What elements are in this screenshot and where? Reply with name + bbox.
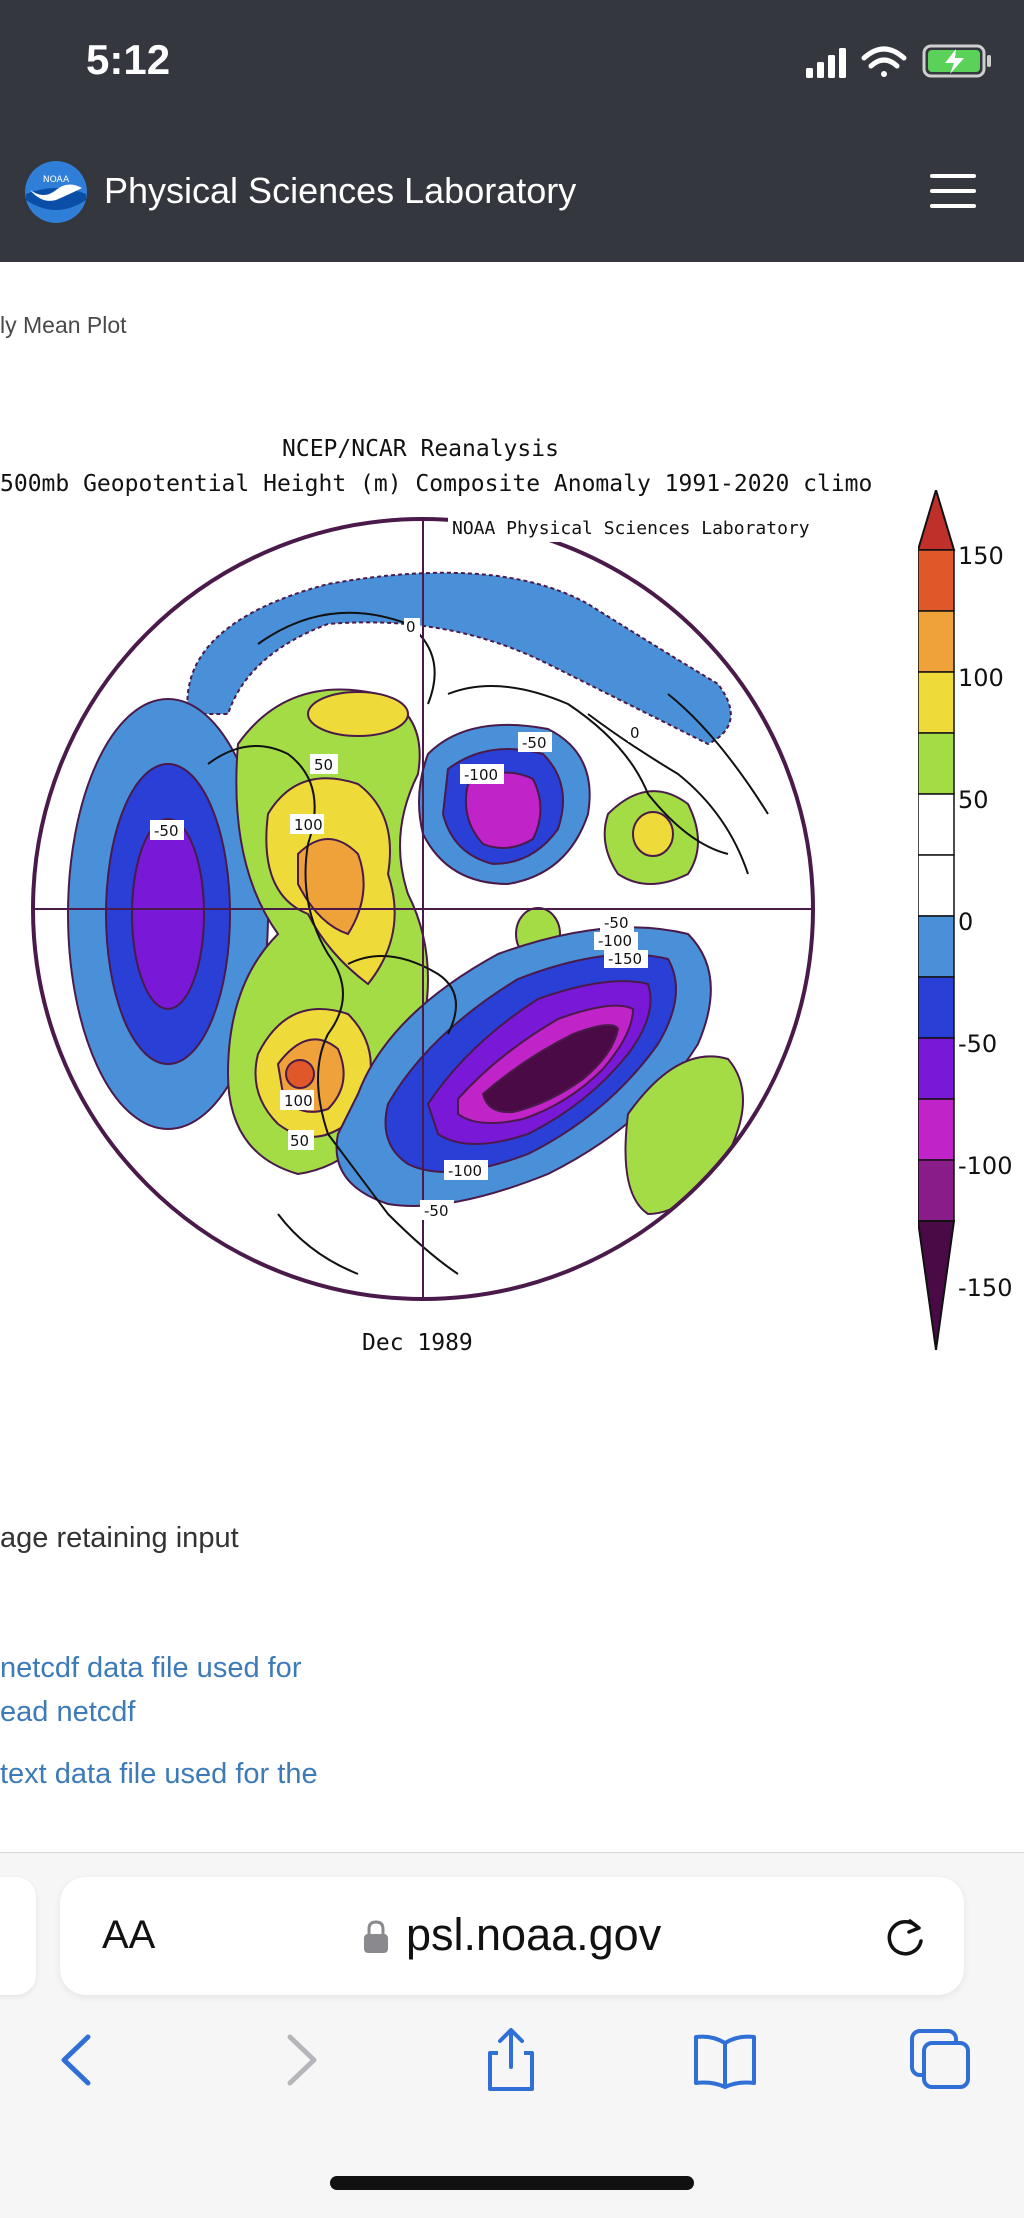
plot-credit: NOAA Physical Sciences Laboratory <box>452 518 810 539</box>
forward-arrow-icon[interactable] <box>264 2025 334 2095</box>
back-arrow-icon[interactable] <box>44 2025 114 2095</box>
contour-label: 0 <box>404 618 420 636</box>
svg-text:-100: -100 <box>448 1162 482 1180</box>
hamburger-menu-button[interactable] <box>930 174 976 208</box>
netcdf-link-cont[interactable]: ead netcdf <box>0 1696 136 1728</box>
svg-text:-50: -50 <box>154 822 179 840</box>
colorbar-tick: -150 <box>958 1274 1012 1302</box>
reader-options-button[interactable]: AA <box>102 1913 156 1957</box>
contour-label: 50 <box>310 754 338 774</box>
anomaly-map: NOAA Physical Sciences Laboratory -50 50… <box>31 514 815 1301</box>
colorbar-tick: 50 <box>958 786 989 814</box>
previous-tab-card[interactable] <box>0 1877 36 1995</box>
breadcrumb: ly Mean Plot <box>0 312 127 338</box>
wifi-icon <box>861 46 907 77</box>
colorbar-tick: 150 <box>958 542 1004 570</box>
svg-text:0: 0 <box>406 618 416 636</box>
site-header: NOAA Physical Sciences Laboratory <box>0 120 1024 262</box>
contour-label: -50 <box>600 914 634 932</box>
contour-label: -50 <box>150 820 184 840</box>
info-text: age retaining input <box>0 1522 239 1554</box>
tabs-icon[interactable] <box>906 2025 976 2095</box>
svg-text:-50: -50 <box>424 1202 449 1220</box>
menu-line <box>930 189 976 193</box>
reload-icon[interactable] <box>880 1911 930 1961</box>
colorbar: 150 100 50 0 -50 -100 -150 <box>918 490 1012 1350</box>
menu-line <box>930 174 976 178</box>
svg-text:-100: -100 <box>598 932 632 950</box>
graticule <box>33 519 813 1299</box>
colorbar-bottom-arrow <box>918 1220 956 1350</box>
contour-label: 0 <box>628 724 644 742</box>
svg-text:NOAA: NOAA <box>43 175 70 185</box>
svg-text:-50: -50 <box>604 914 629 932</box>
contour-label: 100 <box>290 814 324 834</box>
continent-outlines <box>207 611 769 1275</box>
svg-text:-50: -50 <box>522 734 547 752</box>
svg-text:-100: -100 <box>464 766 498 784</box>
bookmarks-icon[interactable] <box>690 2025 760 2095</box>
contour-label: -100 <box>460 764 504 784</box>
url-text[interactable]: psl.noaa.gov <box>406 1909 662 1960</box>
anomaly-region <box>67 698 269 1130</box>
colorbar-top-arrow <box>918 490 956 551</box>
status-bar: 5:12 <box>0 0 1024 120</box>
noaa-logo-icon[interactable]: NOAA <box>24 160 88 224</box>
contour-label: -50 <box>420 1200 454 1220</box>
menu-line <box>930 204 976 208</box>
contour-label: -150 <box>604 950 648 968</box>
browser-toolbar: AA psl.noaa.gov <box>0 1852 1024 2218</box>
svg-text:-150: -150 <box>608 950 642 968</box>
svg-text:50: 50 <box>314 756 333 774</box>
plot-subtitle: 500mb Geopotential Height (m) Composite … <box>0 471 873 497</box>
svg-text:50: 50 <box>290 1132 309 1150</box>
share-icon[interactable] <box>476 2025 546 2095</box>
anomaly-region <box>603 790 699 885</box>
status-icons <box>806 44 991 78</box>
plot-title: NCEP/NCAR Reanalysis <box>282 436 559 462</box>
colorbar-tick: -100 <box>958 1152 1012 1180</box>
anomaly-region <box>335 926 712 1207</box>
clock: 5:12 <box>86 36 171 83</box>
svg-text:100: 100 <box>294 816 323 834</box>
colorbar-tick: -50 <box>958 1030 997 1058</box>
site-title[interactable]: Physical Sciences Laboratory <box>104 170 577 211</box>
contour-labels: -50 50 100 -100 -50 -50 -100 -150 0 0 -1… <box>150 618 648 1220</box>
lock-icon <box>364 1920 388 1953</box>
home-indicator[interactable] <box>330 2176 694 2190</box>
contour-label: -50 <box>518 732 552 752</box>
contour-label: -100 <box>594 932 638 950</box>
colorbar-tick: 100 <box>958 664 1004 692</box>
contour-label: 50 <box>288 1130 314 1150</box>
signal-icon <box>806 48 846 78</box>
address-bar[interactable]: AA psl.noaa.gov <box>60 1877 964 1995</box>
netcdf-link[interactable]: netcdf data file used for <box>0 1652 302 1684</box>
battery-charging-icon <box>922 44 991 78</box>
colorbar-tick: 0 <box>958 908 973 936</box>
contour-label: -100 <box>444 1160 488 1180</box>
svg-text:100: 100 <box>284 1092 313 1110</box>
plot-date-label: Dec 1989 <box>362 1330 473 1356</box>
svg-text:0: 0 <box>630 724 640 742</box>
text-data-link[interactable]: text data file used for the <box>0 1758 318 1790</box>
contour-label: 100 <box>280 1090 314 1110</box>
map-border <box>31 517 815 1301</box>
